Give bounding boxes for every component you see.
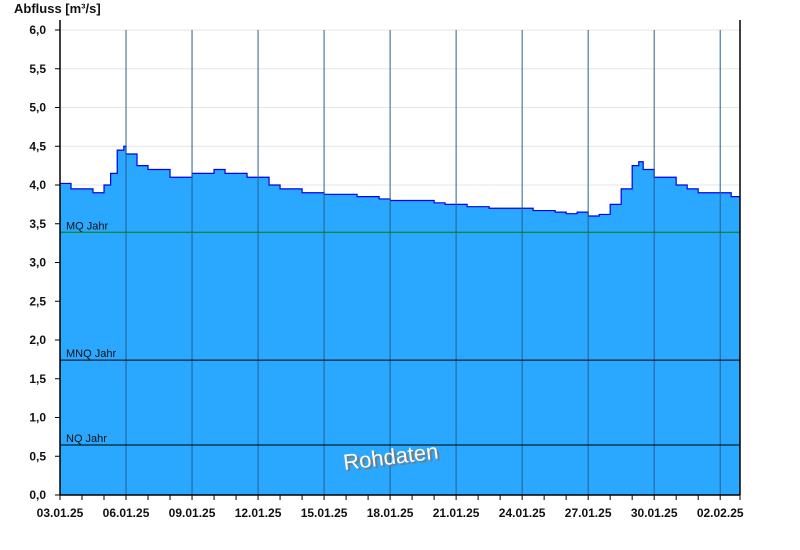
y-tick-label: 5,5	[29, 62, 46, 76]
y-tick-label: 1,0	[29, 411, 46, 425]
y-tick-label: 0,5	[29, 449, 46, 463]
x-tick-label: 03.01.25	[37, 506, 84, 520]
y-tick-label: 4,0	[29, 178, 46, 192]
x-tick-label: 18.01.25	[367, 506, 414, 520]
x-tick-label: 02.02.25	[697, 506, 744, 520]
y-tick-label: 2,5	[29, 294, 46, 308]
discharge-area	[60, 146, 740, 495]
x-tick-label: 21.01.25	[433, 506, 480, 520]
x-tick-label: 06.01.25	[103, 506, 150, 520]
reference-label: MNQ Jahr	[66, 348, 116, 360]
x-tick-label: 24.01.25	[499, 506, 546, 520]
y-tick-label: 5,0	[29, 101, 46, 115]
x-tick-label: 12.01.25	[235, 506, 282, 520]
y-tick-label: 3,5	[29, 217, 46, 231]
y-tick-label: 0,0	[29, 488, 46, 502]
y-tick-label: 3,0	[29, 256, 46, 270]
x-tick-label: 30.01.25	[631, 506, 678, 520]
y-tick-label: 4,5	[29, 139, 46, 153]
y-tick-label: 2,0	[29, 333, 46, 347]
x-tick-label: 27.01.25	[565, 506, 612, 520]
reference-label: NQ Jahr	[66, 433, 107, 445]
y-tick-label: 1,5	[29, 372, 46, 386]
x-tick-label: 09.01.25	[169, 506, 216, 520]
y-tick-label: 6,0	[29, 23, 46, 37]
reference-label: MQ Jahr	[66, 220, 109, 232]
y-axis-label: Abfluss [m³/s]	[14, 1, 101, 16]
x-tick-label: 15.01.25	[301, 506, 348, 520]
